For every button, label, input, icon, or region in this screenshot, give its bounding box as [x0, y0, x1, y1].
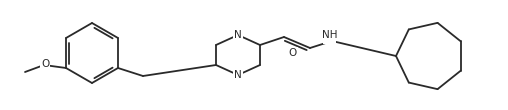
Text: N: N [324, 33, 332, 43]
Text: NH: NH [322, 30, 338, 40]
Text: O: O [41, 59, 49, 69]
Text: H: H [328, 33, 336, 43]
Text: N: N [234, 30, 242, 40]
Text: O: O [289, 48, 297, 58]
Text: N: N [234, 70, 242, 80]
